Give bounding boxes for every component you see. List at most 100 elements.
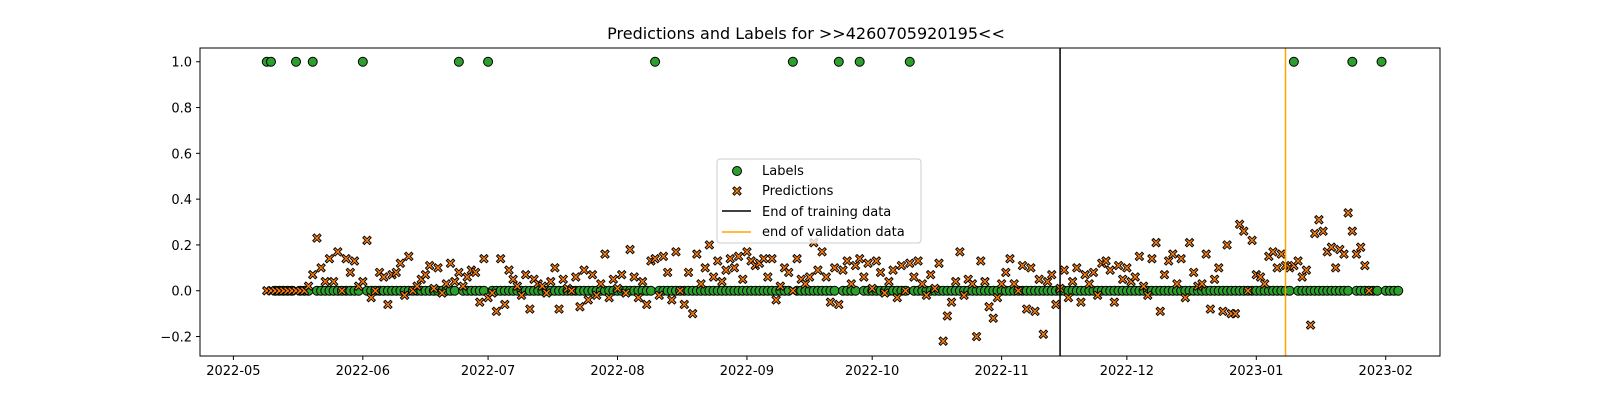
label-point	[1288, 56, 1299, 67]
prediction-point	[996, 279, 1007, 289]
legend-predictions-text: Predictions	[762, 184, 834, 199]
prediction-point	[1109, 297, 1120, 308]
prediction-point	[1222, 240, 1232, 250]
prediction-point	[859, 272, 869, 282]
prediction-point	[383, 299, 393, 310]
prediction-point	[324, 253, 335, 264]
prediction-point	[579, 265, 589, 275]
prediction-point	[800, 279, 811, 289]
prediction-point	[345, 267, 356, 278]
prediction-point	[328, 276, 339, 287]
prediction-point	[1330, 262, 1341, 273]
prediction-point	[704, 240, 715, 250]
prediction-point	[1030, 306, 1040, 317]
prediction-point	[662, 267, 673, 278]
prediction-point	[1167, 249, 1178, 259]
label-point	[453, 56, 464, 67]
prediction-point	[1084, 279, 1095, 289]
prediction-point	[1201, 249, 1212, 259]
prediction-point	[545, 276, 556, 287]
prediction-point	[399, 290, 410, 301]
prediction-point	[913, 256, 923, 266]
prediction-point	[1318, 226, 1328, 237]
legend-validation-text: end of validation data	[762, 225, 905, 240]
vertical-lines	[1059, 48, 1287, 356]
prediction-point	[1230, 308, 1241, 319]
prediction-point	[900, 285, 911, 296]
prediction-point	[420, 269, 431, 280]
prediction-point	[717, 276, 727, 287]
prediction-point	[925, 269, 936, 280]
prediction-point	[946, 297, 957, 308]
y-tick-label: 0.4	[171, 193, 192, 208]
prediction-point	[508, 274, 518, 285]
prediction-point	[708, 272, 719, 282]
legend-box	[716, 158, 922, 244]
prediction-point	[733, 251, 744, 262]
prediction-point	[1021, 304, 1032, 314]
prediction-point	[412, 281, 422, 291]
x-tick-label: 2022-05	[206, 364, 260, 379]
label-point	[478, 285, 489, 296]
prediction-point	[1172, 279, 1182, 289]
prediction-point	[1038, 329, 1049, 340]
prediction-point	[1034, 274, 1045, 285]
prediction-point	[1071, 262, 1082, 273]
prediction-point	[1176, 253, 1186, 264]
y-tick-label: 0.6	[171, 147, 192, 162]
prediction-point	[742, 246, 752, 257]
prediction-point	[1180, 292, 1191, 303]
x-axis: 2022-05 2022-06 2022-07 2022-08 2022-09 2022-…	[206, 356, 1413, 379]
prediction-point	[512, 281, 523, 291]
legend-predictions-marker	[732, 186, 742, 196]
prediction-point	[520, 269, 531, 280]
prediction-point	[616, 269, 627, 280]
prediction-point	[504, 265, 514, 275]
prediction-point	[366, 292, 377, 303]
prediction-point	[641, 299, 652, 310]
prediction-point	[959, 290, 969, 301]
prediction-point	[817, 246, 827, 257]
prediction-point	[554, 304, 564, 314]
prediction-point	[370, 285, 381, 296]
prediction-point	[541, 288, 552, 298]
prediction-point	[683, 267, 694, 278]
prediction-point	[1184, 237, 1195, 248]
prediction-point	[595, 279, 606, 289]
prediction-point	[1309, 228, 1320, 239]
legend-labels-text: Labels	[762, 164, 804, 179]
prediction-point	[378, 272, 389, 282]
prediction-point	[1268, 246, 1278, 257]
prediction-point	[904, 258, 915, 269]
prediction-point	[804, 272, 815, 282]
prediction-point	[1101, 256, 1111, 266]
prediction-point	[929, 283, 940, 294]
prediction-point	[658, 251, 669, 262]
prediction-point	[629, 272, 640, 282]
prediction-point	[1293, 256, 1303, 266]
prediction-point	[433, 262, 443, 273]
x-tick-label: 2023-01	[1229, 364, 1283, 379]
prediction-point	[854, 253, 865, 264]
prediction-point	[1042, 276, 1053, 287]
label-point	[650, 56, 661, 67]
x-tick-label: 2022-08	[590, 364, 644, 379]
prediction-point	[316, 262, 326, 273]
prediction-point	[1259, 279, 1270, 289]
prediction-point	[1138, 281, 1149, 291]
label-point	[1284, 285, 1295, 296]
label-point	[833, 56, 844, 67]
prediction-point	[462, 272, 473, 282]
prediction-point	[846, 279, 857, 289]
prediction-point	[341, 253, 351, 264]
prediction-point	[499, 299, 510, 310]
prediction-point	[1197, 279, 1207, 289]
prediction-point	[495, 253, 506, 264]
prediction-point	[391, 267, 402, 278]
prediction-point	[825, 297, 836, 308]
prediction-point	[1130, 272, 1141, 282]
prediction-point	[583, 295, 594, 305]
prediction-point	[666, 295, 677, 305]
prediction-point	[1155, 306, 1166, 317]
